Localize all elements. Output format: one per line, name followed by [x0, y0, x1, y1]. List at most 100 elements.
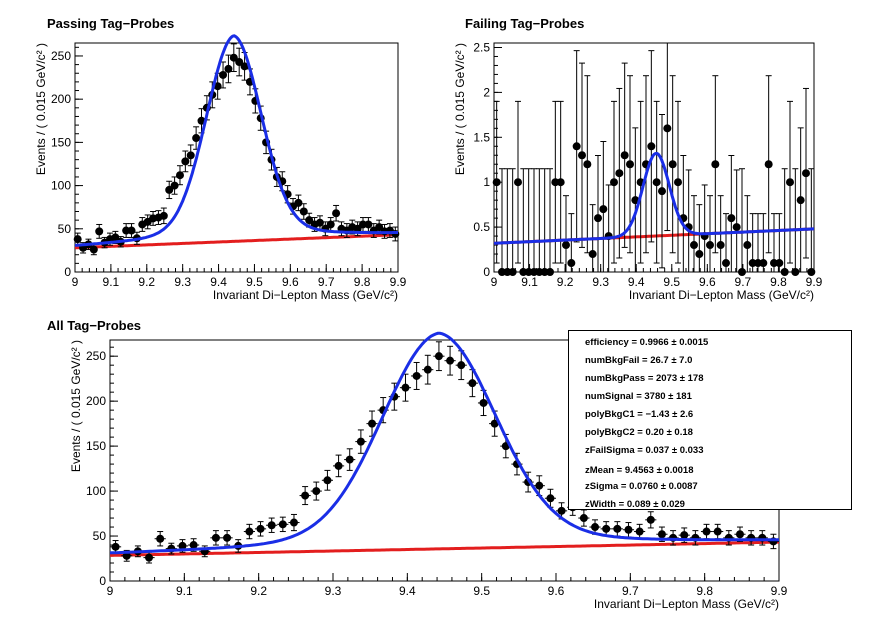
data-point [735, 530, 744, 539]
data-point [345, 455, 354, 464]
data-point [289, 518, 298, 527]
y-axis-label: Events / ( 0.015 GeV/c² ) [34, 43, 48, 175]
x-tick-label: 9.1 [103, 275, 120, 289]
data-point [624, 525, 633, 534]
fit-parameter-value: 0.037 ± 0.033 [645, 445, 704, 456]
x-tick-label: 9.3 [174, 275, 191, 289]
data-point [127, 226, 136, 235]
x-tick-label: 9.9 [806, 275, 823, 289]
data-point [111, 542, 120, 551]
data-point [635, 527, 644, 536]
data-point [245, 527, 254, 536]
data-point [267, 521, 276, 530]
fit-parameter-value: 3780 ± 181 [644, 391, 692, 402]
data-point [791, 268, 800, 276]
fit-parameter-label: numSignal = [585, 391, 645, 402]
data-point [492, 178, 501, 187]
fit-parameter-value: 0.089 ± 0.029 [626, 499, 685, 510]
fit-parameter-label: zFailSigma = [585, 445, 646, 456]
data-point [802, 169, 810, 178]
x-tick-label: 9.9 [390, 275, 407, 289]
y-tick-label: 0 [99, 574, 106, 588]
signal-fit-curve [109, 331, 780, 555]
data-point [562, 241, 570, 250]
data-point [192, 134, 201, 143]
x-tick-label: 9.8 [770, 275, 787, 289]
chart-panel-3: All Tag−Probes 9 9.1 9.2 9.3 9.4 9.5 9.6 9.7 9.8 9… [47, 318, 788, 611]
data-point [412, 371, 421, 380]
data-point [732, 223, 741, 232]
data-point [626, 160, 634, 169]
data-point [145, 553, 154, 562]
data-point [759, 259, 768, 268]
y-tick-label: 0 [64, 265, 71, 279]
x-tick-label: 9.6 [699, 275, 716, 289]
data-point [680, 531, 689, 540]
data-point [807, 268, 816, 276]
fit-parameter-value: 2073 ± 178 [656, 373, 704, 384]
fit-parameter-label: numBkgPass = [585, 373, 657, 384]
data-point [674, 178, 682, 187]
x-tick-label: 9.8 [354, 275, 371, 289]
x-tick-label: 9.7 [735, 275, 752, 289]
fit-parameter-value: 0.9966 ± 0.0015 [639, 337, 709, 348]
background-fit-line [74, 233, 399, 250]
data-point [434, 352, 443, 361]
data-point [95, 227, 104, 236]
data-point [299, 207, 308, 216]
data-point [89, 245, 98, 254]
data-point [224, 64, 233, 73]
chart-title: All Tag−Probes [47, 318, 141, 333]
plot-frame [74, 42, 399, 273]
data-point [375, 223, 384, 232]
fit-parameters-box: efficiency = 0.9966 ± 0.0015 numBkgFail =… [568, 330, 852, 510]
data-point [613, 524, 622, 533]
x-axis-label: Invariant Di−Lepton Mass (GeV/c²) [594, 597, 779, 611]
fit-parameter-value: 26.7 ± 7.0 [650, 355, 693, 366]
fit-parameter-label: numBkgFail = [585, 355, 651, 366]
x-tick-label: 9.4 [399, 584, 416, 598]
x-tick-label: 9.7 [622, 584, 639, 598]
fit-parameter-row: polyBkgC2 = 0.20 ± 0.18 [585, 427, 693, 438]
y-axis-label: Events / ( 0.015 GeV/c² ) [453, 43, 467, 175]
fit-parameter-row: numSignal = 3780 ± 181 [585, 391, 692, 402]
data-point [658, 187, 666, 196]
fit-parameter-label: polyBkgC1 = [585, 409, 646, 420]
y-axis-label: Events / ( 0.015 GeV/c² ) [69, 340, 83, 472]
data-point [652, 178, 661, 187]
x-tick-label: 9.6 [548, 584, 565, 598]
fit-parameter-row: zMean = 9.4563 ± 0.0018 [585, 465, 693, 476]
data-point [690, 241, 698, 250]
data-point [229, 53, 238, 62]
fit-parameter-value: −1.43 ± 2.6 [645, 409, 694, 420]
data-point [446, 356, 455, 365]
y-tick-label: 100 [51, 179, 71, 193]
fit-parameter-label: zMean = [585, 465, 625, 476]
y-tick-label: 1 [483, 175, 490, 189]
x-tick-label: 9.4 [210, 275, 227, 289]
y-tick-label: 50 [93, 529, 107, 543]
data-point [702, 527, 711, 536]
fit-parameter-row: numBkgPass = 2073 ± 178 [585, 373, 704, 384]
data-point [556, 178, 565, 187]
y-tick-label: 200 [86, 394, 106, 408]
data-point [181, 157, 190, 166]
background-fit-line [110, 540, 779, 557]
fit-parameter-row: numBkgFail = 26.7 ± 7.0 [585, 355, 692, 366]
data-point [178, 541, 187, 550]
data-point [738, 268, 746, 276]
data-point [219, 70, 228, 79]
data-point [647, 142, 656, 151]
chart-panel-1: Passing Tag−Probes 9 9.1 9.2 9.3 9.4 9.5 9.6 9.7… [34, 16, 407, 302]
x-tick-label: 9.8 [696, 584, 713, 598]
data-point [583, 160, 592, 169]
data-point [602, 524, 611, 533]
data-point [468, 379, 477, 388]
x-tick-label: 9 [491, 275, 498, 289]
data-point [599, 205, 608, 214]
data-point [332, 209, 341, 218]
data-point [775, 259, 784, 268]
y-tick-label: 50 [58, 222, 72, 236]
data-point [278, 520, 287, 529]
signal-fit-curve [493, 151, 814, 245]
